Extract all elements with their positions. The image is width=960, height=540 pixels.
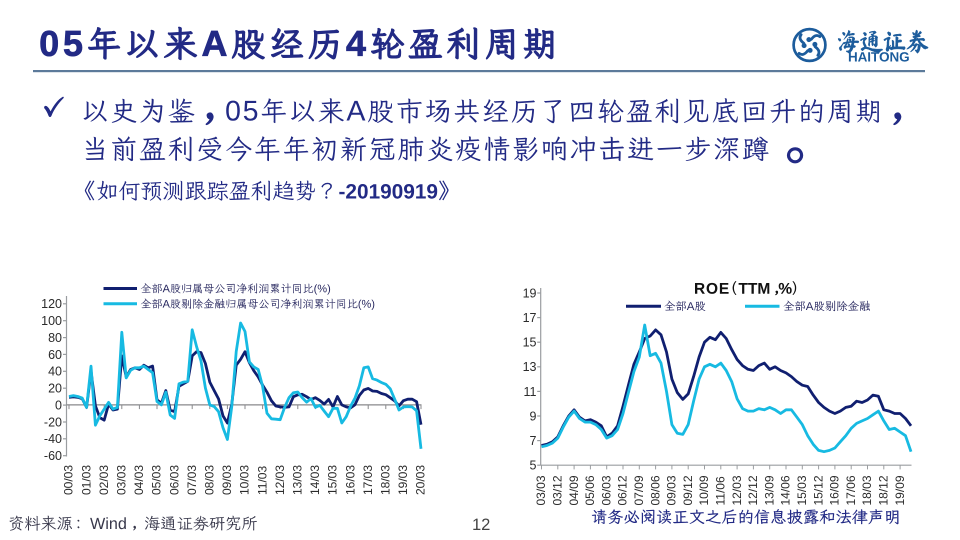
svg-text:17/03: 17/03 [361, 465, 375, 495]
svg-text:16/03: 16/03 [343, 465, 357, 495]
svg-text:80: 80 [48, 331, 62, 345]
svg-text:09/12: 09/12 [681, 475, 695, 505]
svg-text:11/06: 11/06 [714, 476, 728, 505]
svg-text:00/03: 00/03 [62, 465, 76, 495]
svg-text:15/03: 15/03 [326, 465, 340, 495]
svg-text:15: 15 [523, 336, 537, 350]
svg-text:03/03: 03/03 [534, 475, 548, 505]
svg-text:02/03: 02/03 [97, 465, 111, 495]
svg-text:5: 5 [530, 459, 537, 473]
svg-text:10/03: 10/03 [238, 465, 252, 495]
svg-text:06/03: 06/03 [167, 465, 181, 495]
svg-text:20: 20 [48, 382, 62, 396]
svg-text:14/03: 14/03 [308, 465, 322, 495]
svg-text:19: 19 [523, 286, 537, 300]
svg-text:-60: -60 [44, 449, 62, 463]
svg-text:12/03: 12/03 [730, 475, 744, 505]
svg-text:-40: -40 [44, 432, 62, 446]
svg-text:01/03: 01/03 [79, 465, 93, 495]
svg-text:11: 11 [524, 385, 537, 399]
svg-text:08/06: 08/06 [648, 475, 662, 505]
svg-text:07/03: 07/03 [185, 465, 199, 495]
svg-text:18/12: 18/12 [877, 475, 891, 505]
svg-text:08/03: 08/03 [203, 465, 217, 495]
svg-text:0: 0 [55, 399, 62, 413]
svg-text:19/09: 19/09 [893, 475, 907, 505]
svg-text:10/09: 10/09 [697, 475, 711, 505]
svg-text:05/06: 05/06 [583, 475, 597, 505]
svg-text:20/03: 20/03 [414, 465, 428, 495]
svg-text:19/03: 19/03 [396, 465, 410, 495]
svg-text:16/09: 16/09 [828, 475, 842, 505]
svg-text:06/12: 06/12 [616, 475, 630, 505]
svg-text:18/03: 18/03 [860, 475, 874, 505]
svg-text:09/03: 09/03 [220, 465, 234, 495]
svg-text:03/12: 03/12 [551, 475, 565, 505]
svg-text:04/03: 04/03 [132, 465, 146, 495]
svg-text:9: 9 [530, 409, 537, 423]
svg-text:13: 13 [523, 360, 537, 374]
svg-text:15/03: 15/03 [795, 475, 809, 505]
svg-text:100: 100 [41, 314, 62, 328]
svg-text:06/03: 06/03 [599, 475, 613, 505]
svg-text:-20: -20 [44, 415, 62, 429]
svg-text:12/03: 12/03 [273, 465, 287, 495]
svg-text:03/03: 03/03 [115, 465, 129, 495]
svg-text:60: 60 [48, 348, 62, 362]
svg-text:12/12: 12/12 [746, 475, 760, 505]
svg-text:05/03: 05/03 [150, 465, 164, 495]
svg-text:11/03: 11/03 [255, 466, 269, 495]
svg-text:17/06: 17/06 [844, 475, 858, 505]
svg-text:17: 17 [523, 311, 537, 325]
svg-text:40: 40 [48, 365, 62, 379]
svg-text:18/03: 18/03 [379, 465, 393, 495]
svg-text:09/03: 09/03 [665, 475, 679, 505]
svg-text:14/06: 14/06 [779, 475, 793, 505]
svg-text:07/09: 07/09 [632, 475, 646, 505]
svg-text:15/12: 15/12 [811, 475, 825, 505]
svg-text:7: 7 [530, 434, 537, 448]
svg-text:13/03: 13/03 [291, 465, 305, 495]
svg-text:04/09: 04/09 [567, 475, 581, 505]
svg-text:120: 120 [41, 297, 62, 311]
svg-text:13/09: 13/09 [762, 475, 776, 505]
